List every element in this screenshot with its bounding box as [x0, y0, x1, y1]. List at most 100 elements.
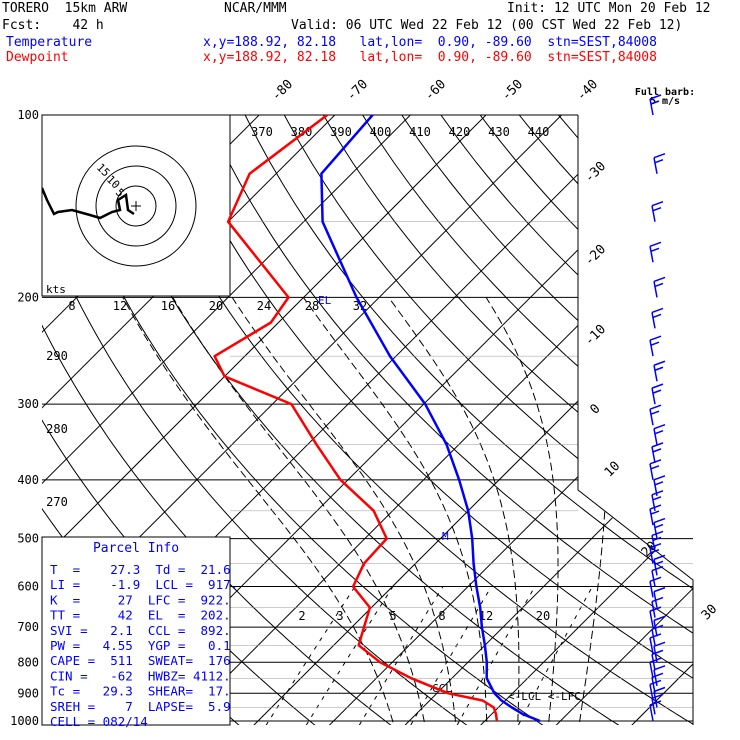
isotherm-label: 30	[699, 602, 721, 624]
wind-barb	[649, 404, 662, 426]
temperature-location-label: x,y=188.92, 82.18 lat,lon= 0.90, -89.60 …	[203, 35, 657, 50]
isotherm-line	[396, 115, 693, 725]
theta-side-label: 270	[46, 495, 68, 509]
plot-border	[577, 115, 694, 725]
dry-adiabat-line	[193, 115, 693, 725]
isotherm-line	[471, 115, 693, 725]
isotherm-line	[42, 115, 363, 725]
pressure-tick-label: 500	[17, 532, 39, 546]
isotherm-label: -30	[582, 159, 609, 186]
pressure-tick-label: 900	[17, 686, 39, 700]
pressure-tick-label: 400	[17, 473, 39, 487]
hodograph-units: kts	[46, 283, 66, 296]
dry-adiabat-line	[649, 115, 693, 725]
parcel-info-row: LI = -1.9 LCL = 917.	[50, 577, 238, 592]
dry-adiabat-line	[79, 115, 633, 725]
dry-adiabat-line	[611, 115, 693, 725]
wind-barb	[651, 596, 664, 618]
wind-barb	[651, 624, 664, 646]
isotherm-label: 20	[639, 539, 661, 561]
wind-barb	[651, 672, 664, 694]
mixing-ratio-line	[353, 586, 444, 725]
mixing-ratio-line	[300, 586, 394, 725]
wind-barb	[649, 700, 662, 722]
parcel-info-row: T = 27.3 Td = 21.6	[50, 562, 231, 577]
parcel-info-row: PW = 4.55 YGP = 0.1	[50, 638, 231, 653]
dry-adiabat-line	[421, 115, 693, 725]
wind-barb	[653, 153, 666, 174]
theta-label: 400	[370, 125, 392, 139]
isotherm-label: -20	[582, 242, 609, 269]
wind-barb	[653, 586, 666, 608]
isotherm-line	[42, 115, 515, 725]
m-marker: M	[442, 530, 449, 543]
mixing-ratio-label: 2	[298, 609, 305, 623]
model-label: TORERO 15km ARW	[2, 1, 128, 16]
wind-barb	[653, 517, 666, 539]
wind-barb	[653, 554, 666, 576]
dry-adiabat-line	[535, 115, 693, 725]
isotherm-line	[169, 115, 693, 725]
wind-barb	[653, 615, 666, 637]
mixing-ratio-label: 8	[438, 609, 445, 623]
isotherm-line	[244, 115, 693, 725]
wind-barb	[649, 241, 662, 263]
isotherm-label: -40	[574, 77, 601, 104]
pressure-tick-label: 800	[17, 655, 39, 669]
theta-label: 370	[251, 125, 273, 139]
moist-adiabat-line	[388, 297, 520, 725]
parcel-info-row: CIN = -62 HWBZ= 4112.	[50, 668, 231, 683]
wind-barb	[651, 442, 664, 464]
isotherm-label: -50	[499, 77, 526, 104]
dry-adiabat-line	[307, 115, 693, 725]
full-barb-units: 5 m/s	[650, 96, 680, 107]
wind-barb	[649, 335, 662, 357]
parcel-info-title: Parcel Info	[93, 541, 179, 556]
wind-barb	[653, 641, 666, 663]
wind-barb	[651, 565, 664, 587]
wind-barb	[649, 504, 662, 526]
mixing-ratio-line	[260, 586, 356, 725]
isotherm-label: -10	[582, 322, 609, 349]
wind-speed-axis-label: 28	[305, 299, 319, 313]
wind-barb	[651, 649, 664, 671]
moist-adiabat-line	[122, 297, 397, 725]
wind-barb	[651, 307, 664, 329]
el-marker: EL	[318, 294, 332, 307]
moist-adiabat-line	[577, 297, 608, 725]
pressure-tick-label: 200	[17, 290, 39, 304]
wind-speed-axis-label: 16	[161, 299, 175, 313]
moist-adiabat-line	[172, 297, 428, 725]
parcel-info-row: K = 27 LFC = 922.	[50, 592, 231, 607]
wind-barb	[649, 576, 662, 598]
wind-barb	[649, 94, 662, 116]
wind-speed-axis-label: 20	[209, 299, 223, 313]
wind-barb	[653, 276, 666, 298]
theta-label: 430	[488, 125, 510, 139]
wind-barb	[653, 424, 666, 445]
theta-label: 380	[291, 125, 313, 139]
wind-barb	[649, 459, 662, 480]
temperature-profile	[320, 115, 541, 723]
lcl-lfc-marker: <-LCL <-LFC	[508, 690, 581, 703]
theta-label: 440	[528, 125, 550, 139]
dry-adiabat-line	[42, 115, 480, 725]
wind-barb	[653, 686, 666, 708]
parcel-info-row: TT = 42 EL = 202.	[50, 608, 231, 623]
isotherm-label: -70	[344, 77, 371, 104]
wind-barb	[653, 665, 666, 686]
pressure-tick-label: 1000	[10, 714, 39, 728]
wind-barb	[651, 530, 664, 552]
dewpoint-profile	[213, 115, 499, 722]
pressure-tick-label: 100	[17, 108, 39, 122]
theta-label: 410	[409, 125, 431, 139]
moist-adiabat-line	[485, 297, 559, 725]
dry-adiabat-line	[497, 115, 693, 725]
wind-speed-axis-label: 24	[257, 299, 271, 313]
dry-adiabat-line	[231, 115, 693, 725]
isotherm-label: 10	[602, 459, 624, 481]
dewpoint-location-label: x,y=188.92, 82.18 lat,lon= 0.90, -89.60 …	[203, 50, 657, 65]
isotherm-label: 0	[587, 401, 603, 417]
valid-time-label: Valid: 06 UTC Wed 22 Feb 12 (00 CST Wed …	[291, 18, 683, 33]
